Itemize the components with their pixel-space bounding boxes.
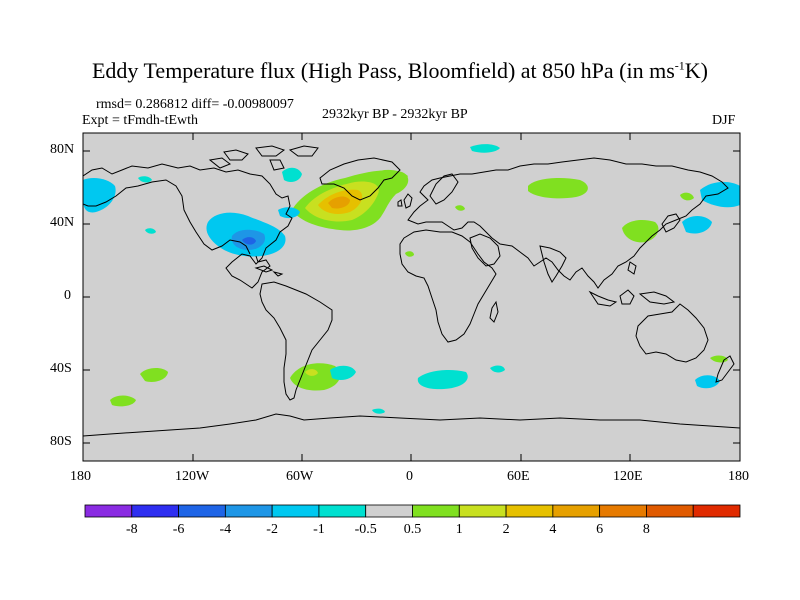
contour-north-america-darkblue: [242, 237, 256, 245]
contour-east-asia-green: [622, 220, 659, 243]
axis-ticks: [83, 133, 740, 461]
contour-south-america-green: [290, 363, 341, 391]
contour-indian-ocean-cyan: [490, 365, 505, 373]
coastline-africa: [399, 229, 497, 343]
colorbar-label: -0.5: [354, 522, 377, 537]
coastline-new-zealand: [715, 355, 735, 383]
contour-canada-cyan: [282, 167, 302, 182]
contour-south-atlantic-2-cyan: [417, 370, 468, 390]
colorbar-swatch: [552, 504, 601, 518]
contour-greenland-green: [370, 169, 408, 185]
contour-north-pacific-cyan: [682, 216, 712, 234]
x-label-60E: 60E: [507, 469, 530, 484]
x-label-120E: 120E: [613, 469, 643, 484]
colorbar-label: -4: [219, 522, 232, 537]
experiment-label: Expt = tFmdh-tEwth: [82, 113, 199, 128]
coastline-india: [539, 245, 567, 283]
colorbar-label: 2: [502, 522, 510, 537]
colorbar-swatch: [178, 504, 226, 518]
coastline-eurasia: [407, 157, 729, 289]
x-label-120W: 120W: [175, 469, 210, 484]
contour-south-pacific-green: [140, 368, 168, 382]
y-label-40S: 40S: [50, 361, 72, 376]
x-label-0: 0: [406, 469, 413, 484]
colorbar-swatch: [224, 504, 273, 518]
colorbar-swatch: [692, 504, 741, 518]
colorbar-swatch: [505, 504, 554, 518]
y-label-80N: 80N: [50, 142, 75, 157]
colorbar-label: 8: [642, 522, 650, 537]
colorbar-label: 4: [549, 522, 557, 537]
colorbar-swatch: [412, 504, 460, 518]
contour-atlantic-small-green: [455, 205, 465, 211]
contour-alaska-cyan: [83, 178, 116, 213]
colorbar-label: -8: [125, 522, 138, 537]
colorbar-label: -1: [313, 522, 325, 537]
colorbar-label: -2: [266, 522, 278, 537]
coastline-japan: [661, 213, 681, 233]
contour-central-asia-green: [528, 178, 588, 199]
anomaly-contours: [83, 144, 740, 414]
colorbar-swatch: [646, 504, 694, 518]
map-title: Eddy Temperature flux (High Pass, Bloomf…: [0, 58, 800, 84]
coastlines: [83, 145, 740, 437]
contour-pacific-small-cyan: [145, 228, 156, 234]
colorbar-swatch: [84, 504, 133, 518]
title-main: Eddy Temperature flux (High Pass, Bloomf…: [91, 58, 675, 83]
colorbar-swatch: [458, 504, 507, 518]
coastline-southeast-asia-islands: [588, 261, 676, 307]
colorbar-label: 1: [455, 522, 463, 537]
x-label-180-right: 180: [728, 469, 749, 484]
stats-label: rmsd= 0.286812 diff= -0.00980097: [96, 97, 294, 112]
contour-japan-green: [680, 192, 694, 201]
colorbar-label: -6: [172, 522, 185, 537]
coastline-madagascar: [489, 300, 499, 323]
coastline-antarctica: [83, 413, 740, 437]
coastline-arctic-islands: [208, 145, 319, 171]
colorbar-swatch: [131, 504, 179, 518]
y-label-80S: 80S: [50, 434, 72, 449]
coastline-british-isles: [397, 193, 413, 209]
colorbar: [84, 504, 741, 518]
map-background: [83, 133, 740, 461]
contour-south-america-yellow: [305, 369, 318, 376]
title-superscript: -1: [674, 58, 685, 73]
coastline-australia: [635, 303, 709, 363]
y-label-40N: 40N: [50, 215, 75, 230]
x-label-60W: 60W: [286, 469, 314, 484]
colorbar-label: 6: [596, 522, 604, 537]
contour-south-atlantic-cyan: [330, 365, 356, 380]
coastline-caribbean: [254, 265, 284, 277]
coastline-scandinavia: [429, 173, 459, 205]
contour-kamchatka-cyan: [700, 181, 740, 208]
contour-africa-small-green: [405, 251, 414, 257]
colorbar-label: 0.5: [403, 522, 422, 537]
contour-antarctic-cyan: [372, 408, 385, 414]
title-suffix: K): [684, 58, 708, 83]
coastline-arabia: [469, 233, 501, 267]
colorbar-swatch: [599, 504, 647, 518]
contour-north-atlantic-orange: [328, 196, 350, 209]
season-label: DJF: [712, 113, 736, 128]
contour-arctic-cyan: [470, 144, 500, 153]
y-label-0: 0: [64, 288, 71, 303]
coastline-greenland: [319, 157, 401, 201]
colorbar-swatch: [318, 504, 367, 518]
colorbar-swatch: [365, 504, 413, 518]
contour-new-zealand-cyan: [695, 375, 720, 389]
contour-south-pacific-2-green: [110, 395, 136, 407]
coastline-south-america: [259, 281, 333, 401]
colorbar-swatch: [271, 504, 320, 518]
contour-east-coast-cyan: [278, 207, 300, 219]
contour-siberia-cyan: [138, 176, 152, 183]
x-label-180-left: 180: [70, 469, 91, 484]
period-label: 2932kyr BP - 2932kyr BP: [322, 107, 468, 122]
coastline-north-america: [83, 163, 293, 289]
